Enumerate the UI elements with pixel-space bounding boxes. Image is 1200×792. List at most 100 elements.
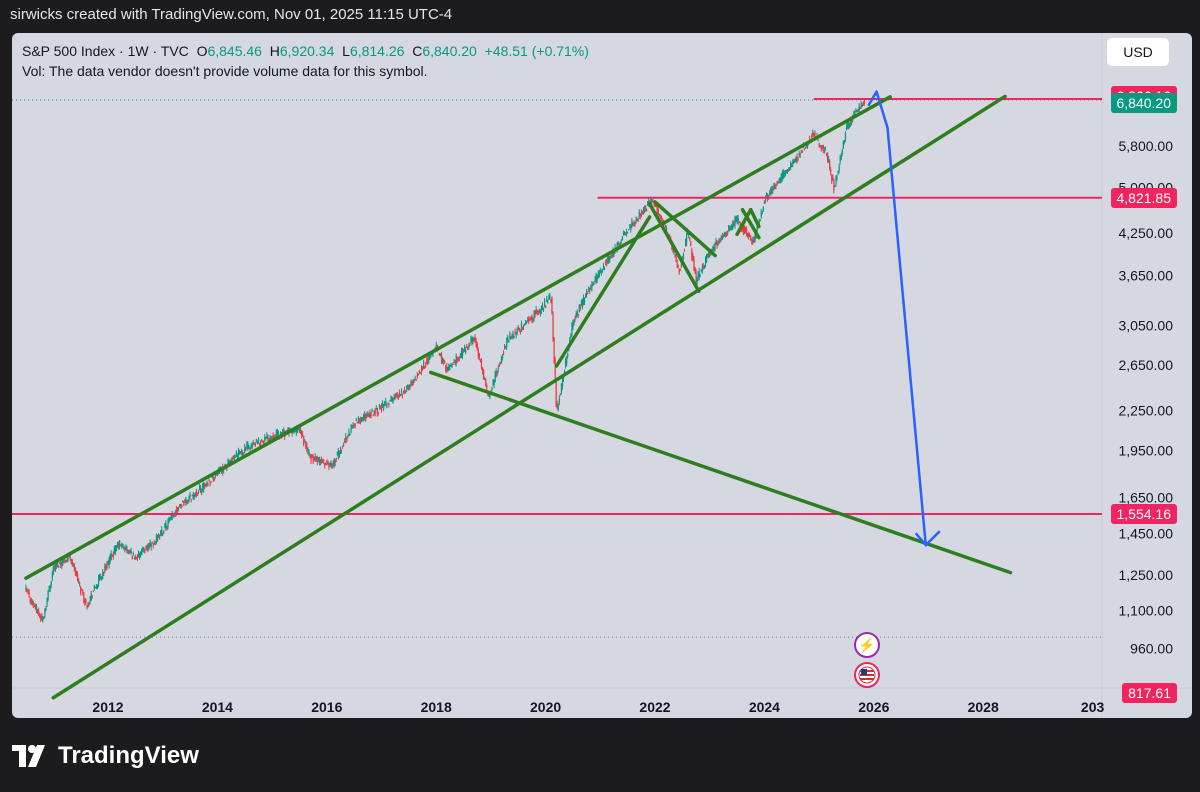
currency-button[interactable]: USD xyxy=(1107,38,1169,66)
candle-body xyxy=(180,504,182,507)
high-label: H xyxy=(269,43,280,59)
candle-body xyxy=(112,554,114,557)
candle-body xyxy=(752,239,754,243)
candle-body xyxy=(162,533,164,535)
candle-body xyxy=(314,456,316,461)
candle-body xyxy=(193,494,195,497)
candle-body xyxy=(545,306,547,308)
candle-body xyxy=(368,415,370,418)
candle-body xyxy=(160,531,162,535)
candle-body xyxy=(620,240,623,242)
candle-body xyxy=(402,394,404,396)
candle-body xyxy=(842,141,844,149)
year-tick-label: 2022 xyxy=(639,699,670,715)
candle-body xyxy=(300,427,302,431)
candle-body xyxy=(234,455,236,457)
candle-body xyxy=(184,499,186,501)
candle-body xyxy=(263,441,265,444)
candle-body xyxy=(749,234,751,237)
candle-body xyxy=(536,311,538,313)
us-flag-icon[interactable] xyxy=(854,662,880,688)
candle-body xyxy=(759,220,761,222)
projection-arrowhead xyxy=(914,530,941,548)
candle-body xyxy=(642,209,645,214)
candle-body xyxy=(120,545,122,547)
price-tick-label: 1,650.00 xyxy=(1119,489,1174,505)
candle-body xyxy=(336,451,339,456)
candle-body xyxy=(685,240,687,246)
candle-body xyxy=(346,438,348,442)
candle-body xyxy=(785,169,788,173)
candle-body xyxy=(164,524,166,528)
candle-body xyxy=(513,335,515,337)
candle-body xyxy=(505,345,507,347)
candle-body xyxy=(609,256,611,261)
candle-body xyxy=(393,396,395,400)
candle-body xyxy=(70,559,72,563)
candle-body xyxy=(133,558,135,560)
candle-body xyxy=(632,224,634,226)
candle-body xyxy=(719,238,721,243)
candle-body xyxy=(171,514,173,519)
candle-body xyxy=(207,484,209,486)
candle-body xyxy=(514,331,516,333)
candle-body xyxy=(582,297,585,304)
candle-body xyxy=(144,550,146,554)
candle-body xyxy=(110,553,112,560)
candle-body xyxy=(319,461,322,464)
candle-body xyxy=(573,321,575,323)
candle-body xyxy=(735,217,737,222)
candle-body xyxy=(772,188,774,192)
price-chart[interactable]: 5,800.005,000.004,250.003,650.003,050.00… xyxy=(12,33,1192,718)
candle-body xyxy=(691,249,693,259)
candle-body xyxy=(149,541,151,545)
candle-body xyxy=(373,411,375,413)
candle-body xyxy=(345,436,347,441)
candle-body xyxy=(26,589,28,593)
candle-body xyxy=(690,240,692,246)
candle-body xyxy=(535,309,537,314)
candle-body xyxy=(601,269,604,272)
candle-body xyxy=(196,494,199,496)
candle-body xyxy=(709,253,711,255)
candle-body xyxy=(134,556,137,559)
candle-body xyxy=(861,105,863,107)
candle-body xyxy=(733,222,735,224)
candle-body xyxy=(167,521,169,528)
candle-body xyxy=(33,606,36,608)
candle-body xyxy=(175,509,178,513)
candle-body xyxy=(653,203,655,205)
candle-body xyxy=(783,172,786,175)
candle-body xyxy=(308,451,310,455)
candle-body xyxy=(550,300,552,302)
candle-body xyxy=(53,567,56,570)
lightning-icon[interactable]: ⚡ xyxy=(854,632,880,658)
candle-body xyxy=(575,312,577,317)
candle-body xyxy=(25,587,27,590)
candle-body xyxy=(698,270,700,278)
candle-body xyxy=(454,362,456,364)
candle-body xyxy=(125,547,127,550)
candle-body xyxy=(317,457,320,460)
candle-body xyxy=(692,255,694,261)
candle-body xyxy=(241,449,243,454)
year-tick-label: 203 xyxy=(1081,699,1105,715)
candle-body xyxy=(528,318,530,322)
candle-body xyxy=(456,358,458,361)
candle-body xyxy=(296,427,299,432)
candle-body xyxy=(626,231,628,234)
year-tick-label: 2016 xyxy=(311,699,342,715)
candle-body xyxy=(829,161,831,168)
candle-body xyxy=(267,436,269,441)
candle-body xyxy=(489,395,491,398)
candle-body xyxy=(779,177,781,183)
candle-body xyxy=(754,235,756,242)
candle-body xyxy=(484,378,486,380)
candle-body xyxy=(565,359,567,367)
price-tick-label: 5,800.00 xyxy=(1119,138,1174,154)
candle-body xyxy=(118,543,120,547)
candle-body xyxy=(479,360,482,362)
candle-body xyxy=(605,262,607,264)
candle-body xyxy=(597,273,599,277)
chart-panel[interactable]: 5,800.005,000.004,250.003,650.003,050.00… xyxy=(12,33,1192,718)
